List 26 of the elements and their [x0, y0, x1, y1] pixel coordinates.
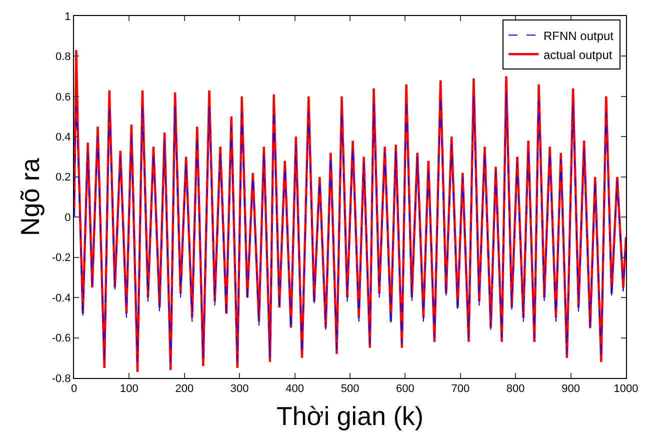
- x-axis-title: Thời gian (k): [276, 400, 424, 431]
- y-tick-label: 0.2: [56, 172, 71, 184]
- line-series: [74, 49, 626, 374]
- legend-label: actual output: [543, 48, 613, 62]
- y-tick-label: 0: [64, 212, 71, 224]
- x-tick-label: 1000: [614, 383, 638, 396]
- y-tick-label: 0.8: [56, 51, 71, 64]
- x-tick-label: 700: [451, 383, 470, 396]
- y-tick-label: 0.6: [56, 91, 71, 104]
- x-tick-label: 100: [120, 383, 138, 396]
- x-tick-label: 600: [396, 383, 414, 396]
- y-axis-title: Ngõ ra: [15, 157, 46, 236]
- x-tick-label: 500: [340, 383, 360, 396]
- y-tick-label: -0.8: [52, 372, 71, 385]
- legend-label: RFNN output: [543, 28, 614, 43]
- y-tick-label: -0.2: [52, 252, 71, 264]
- line-series: [74, 92, 626, 362]
- y-tick-label: -0.6: [52, 332, 71, 345]
- y-tick-label: 1: [64, 10, 71, 23]
- x-tick-label: 900: [562, 383, 580, 396]
- y-tick-label: -0.4: [52, 292, 71, 304]
- x-tick-label: 800: [506, 383, 525, 396]
- y-tick-label: 0.4: [56, 132, 71, 144]
- x-tick-label: 200: [175, 383, 194, 396]
- x-tick-label: 400: [286, 383, 304, 396]
- x-tick-label: 300: [230, 383, 249, 396]
